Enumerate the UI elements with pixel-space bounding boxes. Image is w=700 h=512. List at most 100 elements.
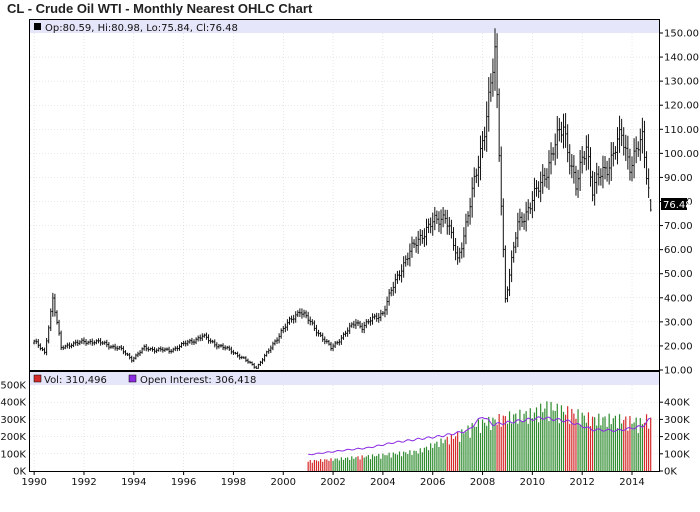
volume-bar xyxy=(392,452,394,471)
volume-bar xyxy=(506,423,509,471)
volume-bar xyxy=(535,407,538,471)
volume-bar xyxy=(496,424,498,471)
volume-bar xyxy=(621,423,623,471)
volume-bar xyxy=(355,457,357,471)
x-tick-label: 2012 xyxy=(569,477,594,488)
volume-bar xyxy=(488,416,490,471)
price-legend-marker xyxy=(34,23,41,30)
volume-bar xyxy=(537,422,540,471)
volume-bar xyxy=(465,431,467,471)
volume-bar xyxy=(569,423,571,471)
price-tick-label: 50.00 xyxy=(664,269,693,280)
volume-bar xyxy=(398,451,401,471)
volume-bar xyxy=(608,413,610,471)
volume-bar xyxy=(467,425,469,471)
volume-bar xyxy=(643,422,646,471)
volume-bar xyxy=(513,414,515,471)
volume-tick-label-left: 400K xyxy=(0,398,26,409)
volume-bar xyxy=(591,416,594,471)
last-price-label: 76.48 xyxy=(663,200,692,211)
volume-bar xyxy=(419,448,421,471)
volume-bar xyxy=(469,437,471,471)
volume-bar xyxy=(409,450,411,471)
volume-bar xyxy=(540,403,542,471)
price-tick-label: 110.00 xyxy=(664,125,699,136)
volume-bar xyxy=(382,453,384,471)
price-tick-label: 60.00 xyxy=(664,245,693,256)
x-tick-label: 2004 xyxy=(370,477,395,488)
volume-tick-label-right: 100K xyxy=(664,449,690,460)
volume-bar xyxy=(614,415,617,471)
volume-bar xyxy=(637,433,639,471)
price-tick-label: 30.00 xyxy=(664,317,693,328)
volume-bar xyxy=(359,459,361,471)
volume-bar xyxy=(390,457,392,471)
x-tick-label: 2000 xyxy=(271,477,296,488)
x-tick-label: 1998 xyxy=(221,477,246,488)
volume-bar xyxy=(440,438,442,471)
volume-bar xyxy=(517,423,519,471)
x-tick-label: 1990 xyxy=(21,477,46,488)
price-legend: Op:80.59, Hi:80.98, Lo:75.84, Cl:76.48 xyxy=(45,23,238,34)
volume-bar xyxy=(504,416,506,471)
price-tick-label: 140.00 xyxy=(664,53,699,64)
volume-bar xyxy=(502,415,504,471)
volume-bar xyxy=(394,453,396,471)
volume-bar xyxy=(573,413,575,471)
volume-bar xyxy=(492,417,494,471)
volume-bar xyxy=(554,410,556,471)
volume-bar xyxy=(486,425,488,471)
volume-bar xyxy=(648,428,650,471)
volume-bar xyxy=(602,417,604,471)
volume-bar xyxy=(571,408,573,471)
price-tick-label: 150.00 xyxy=(664,29,699,40)
volume-bar xyxy=(421,452,423,471)
volume-tick-label-left: 100K xyxy=(0,449,26,460)
volume-bar xyxy=(525,411,527,471)
volume-bar xyxy=(342,459,345,471)
volume-bar xyxy=(411,454,413,471)
volume-bar xyxy=(596,425,598,471)
volume-bar xyxy=(405,452,407,471)
volume-bar xyxy=(616,428,619,471)
volume-bar xyxy=(556,403,558,471)
volume-bar xyxy=(587,412,590,471)
price-tick-label: 100.00 xyxy=(664,149,699,160)
volume-bar xyxy=(618,414,621,471)
x-tick-label: 2014 xyxy=(619,477,644,488)
volume-bar xyxy=(494,419,496,471)
volume-bar xyxy=(376,455,378,471)
volume-bar xyxy=(386,455,388,471)
volume-bar xyxy=(322,461,324,471)
volume-bar xyxy=(589,426,592,471)
volume-bar xyxy=(533,412,536,471)
open-interest-line xyxy=(308,416,651,456)
volume-bar xyxy=(361,455,363,471)
volume-bar xyxy=(606,426,608,471)
volume-bar xyxy=(471,423,473,471)
volume-bar xyxy=(415,450,417,471)
vol-legend: Vol: 310,496 xyxy=(44,375,107,386)
volume-bar xyxy=(307,461,309,471)
volume-bar xyxy=(594,417,596,471)
volume-bar xyxy=(564,414,567,471)
volume-bar xyxy=(353,458,355,471)
volume-bar xyxy=(631,423,633,471)
volume-bar xyxy=(479,433,482,471)
x-tick-label: 1994 xyxy=(121,477,146,488)
last-price-badge xyxy=(661,198,687,210)
volume-bar xyxy=(357,456,359,471)
volume-bar xyxy=(610,424,612,471)
price-tick-label: 20.00 xyxy=(664,341,693,352)
vol-legend-marker xyxy=(33,374,42,383)
price-tick-label: 70.00 xyxy=(664,221,693,232)
volume-bar xyxy=(369,459,372,471)
volume-bar xyxy=(508,411,511,471)
volume-tick-label-right: 0K xyxy=(664,467,677,478)
volume-bar xyxy=(546,401,548,471)
volume-bar xyxy=(403,451,405,471)
volume-bar xyxy=(454,436,457,471)
volume-bar xyxy=(583,415,585,471)
volume-bar xyxy=(581,412,583,471)
